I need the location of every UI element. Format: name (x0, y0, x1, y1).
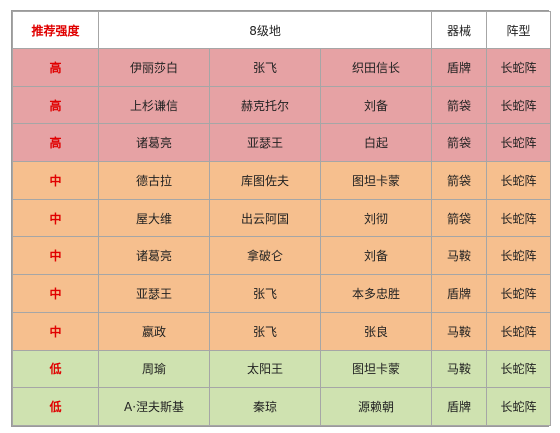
rank-cell: 低 (12, 349, 99, 389)
rank-cell: 高 (12, 85, 99, 125)
hero-cell: 库图佐夫 (209, 161, 321, 200)
table-row: 低 周瑜 太阳王 图坦卡蒙 马鞍 长蛇阵 (12, 349, 552, 389)
formation-cell: 长蛇阵 (486, 48, 552, 87)
hero-cell: 秦琼 (209, 387, 321, 426)
formation-cell: 长蛇阵 (486, 123, 552, 163)
equipment-cell: 盾牌 (431, 387, 488, 426)
equipment-cell: 马鞍 (431, 349, 488, 389)
equipment-cell: 盾牌 (431, 274, 488, 313)
equipment-cell: 箭袋 (431, 85, 488, 125)
formation-cell: 长蛇阵 (486, 85, 552, 125)
table-row: 高 上杉谦信 赫克托尔 刘备 箭袋 长蛇阵 (12, 85, 552, 125)
hero-cell: 张飞 (209, 311, 321, 351)
rank-cell: 中 (12, 161, 99, 200)
hero-cell: 张飞 (209, 48, 321, 87)
header-formation: 阵型 (486, 11, 552, 49)
formation-cell: 长蛇阵 (486, 274, 552, 313)
rank-cell: 高 (12, 48, 99, 87)
hero-cell: 张飞 (209, 274, 321, 313)
hero-cell: 图坦卡蒙 (319, 349, 433, 389)
hero-cell: 织田信长 (319, 48, 433, 87)
table-row: 高 伊丽莎白 张飞 织田信长 盾牌 长蛇阵 (12, 48, 552, 87)
rank-cell: 中 (12, 274, 99, 313)
equipment-cell: 盾牌 (431, 48, 488, 87)
hero-cell: A·涅夫斯基 (98, 387, 210, 426)
hero-cell: 张良 (319, 311, 433, 351)
hero-cell: 图坦卡蒙 (319, 161, 433, 200)
header-equipment: 器械 (431, 11, 488, 49)
table-row: 高 诸葛亮 亚瑟王 白起 箭袋 长蛇阵 (12, 123, 552, 163)
hero-cell: 上杉谦信 (98, 85, 210, 125)
hero-cell: 屋大维 (98, 198, 210, 238)
hero-cell: 刘备 (319, 85, 433, 125)
rank-cell: 中 (12, 311, 99, 351)
table-row: 中 嬴政 张飞 张良 马鞍 长蛇阵 (12, 311, 552, 351)
formation-cell: 长蛇阵 (486, 387, 552, 426)
table-row: 中 屋大维 出云阿国 刘彻 箭袋 长蛇阵 (12, 198, 552, 238)
hero-cell: 刘彻 (319, 198, 433, 238)
hero-cell: 本多忠胜 (319, 274, 433, 313)
rank-cell: 中 (12, 198, 99, 238)
rank-cell: 低 (12, 387, 99, 426)
rank-cell: 中 (12, 236, 99, 276)
formation-cell: 长蛇阵 (486, 349, 552, 389)
equipment-cell: 箭袋 (431, 161, 488, 200)
table-row: 低 A·涅夫斯基 秦琼 源赖朝 盾牌 长蛇阵 (12, 387, 552, 426)
hero-cell: 源赖朝 (319, 387, 433, 426)
formation-cell: 长蛇阵 (486, 236, 552, 276)
equipment-cell: 马鞍 (431, 236, 488, 276)
recommendation-table: 推荐强度 8级地 器械 阵型 高 伊丽莎白 张飞 织田信长 盾牌 长蛇阵 高 上… (11, 10, 552, 427)
hero-cell: 白起 (319, 123, 433, 163)
hero-cell: 伊丽莎白 (98, 48, 210, 87)
hero-cell: 拿破仑 (209, 236, 321, 276)
hero-lineup-table: 推荐强度 8级地 器械 阵型 高 伊丽莎白 张飞 织田信长 盾牌 长蛇阵 高 上… (12, 11, 552, 426)
hero-cell: 亚瑟王 (209, 123, 321, 163)
header-level: 8级地 (97, 11, 433, 49)
table-row: 中 诸葛亮 拿破仑 刘备 马鞍 长蛇阵 (12, 236, 552, 276)
formation-cell: 长蛇阵 (486, 311, 552, 351)
equipment-cell: 箭袋 (431, 198, 488, 238)
hero-cell: 亚瑟王 (98, 274, 210, 313)
table-row: 中 德古拉 库图佐夫 图坦卡蒙 箭袋 长蛇阵 (12, 161, 552, 200)
hero-cell: 出云阿国 (209, 198, 321, 238)
rank-cell: 高 (12, 123, 99, 163)
formation-cell: 长蛇阵 (486, 161, 552, 200)
table-row: 中 亚瑟王 张飞 本多忠胜 盾牌 长蛇阵 (12, 274, 552, 313)
equipment-cell: 箭袋 (431, 123, 488, 163)
hero-cell: 赫克托尔 (209, 85, 321, 125)
hero-cell: 太阳王 (209, 349, 321, 389)
hero-cell: 诸葛亮 (98, 123, 210, 163)
hero-cell: 刘备 (319, 236, 433, 276)
formation-cell: 长蛇阵 (486, 198, 552, 238)
hero-cell: 德古拉 (98, 161, 210, 200)
hero-cell: 周瑜 (98, 349, 210, 389)
header-row: 推荐强度 8级地 器械 阵型 (12, 11, 552, 49)
hero-cell: 诸葛亮 (98, 236, 210, 276)
equipment-cell: 马鞍 (431, 311, 488, 351)
hero-cell: 嬴政 (98, 311, 210, 351)
header-rank: 推荐强度 (12, 11, 99, 49)
